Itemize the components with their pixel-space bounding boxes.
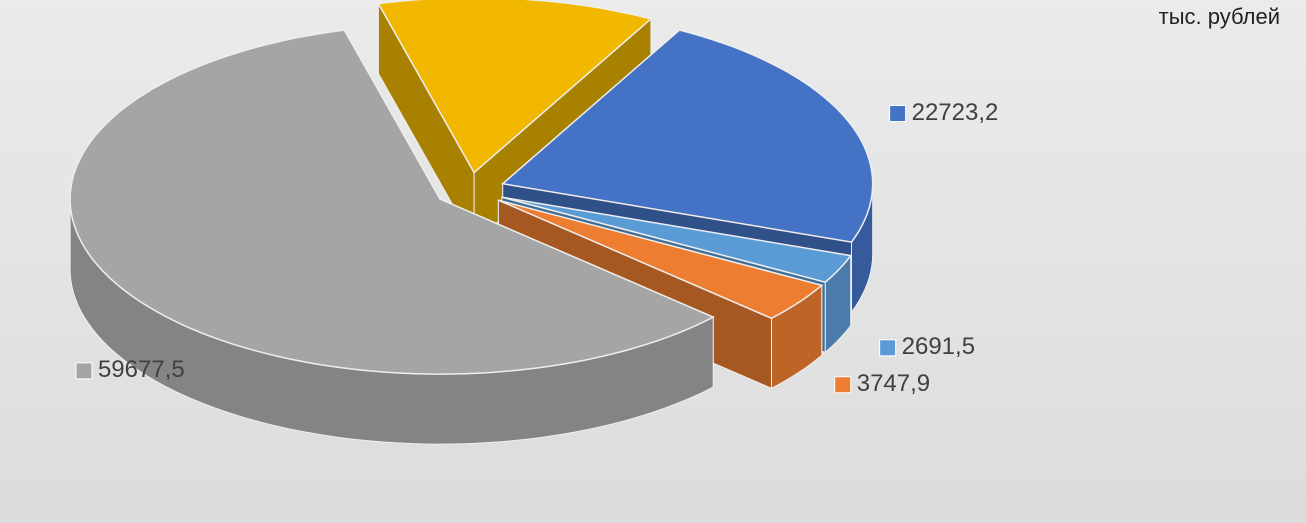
label-swatch: [889, 105, 907, 123]
slice: [501, 29, 874, 243]
slice-tops: [69, 0, 874, 375]
label-swatch: [75, 362, 93, 380]
slice: [498, 199, 824, 320]
slice: [69, 29, 715, 375]
slice: [377, 0, 653, 174]
label-swatch: [879, 339, 897, 357]
unit-label: тыс. рублей: [1159, 4, 1280, 29]
data-label: 59677,5: [98, 356, 185, 383]
data-label: 2691,5: [902, 333, 975, 360]
data-label: 22723,2: [912, 99, 999, 126]
slice: [501, 196, 853, 284]
label-swatch: [834, 376, 852, 394]
data-label: 3747,9: [857, 370, 930, 397]
